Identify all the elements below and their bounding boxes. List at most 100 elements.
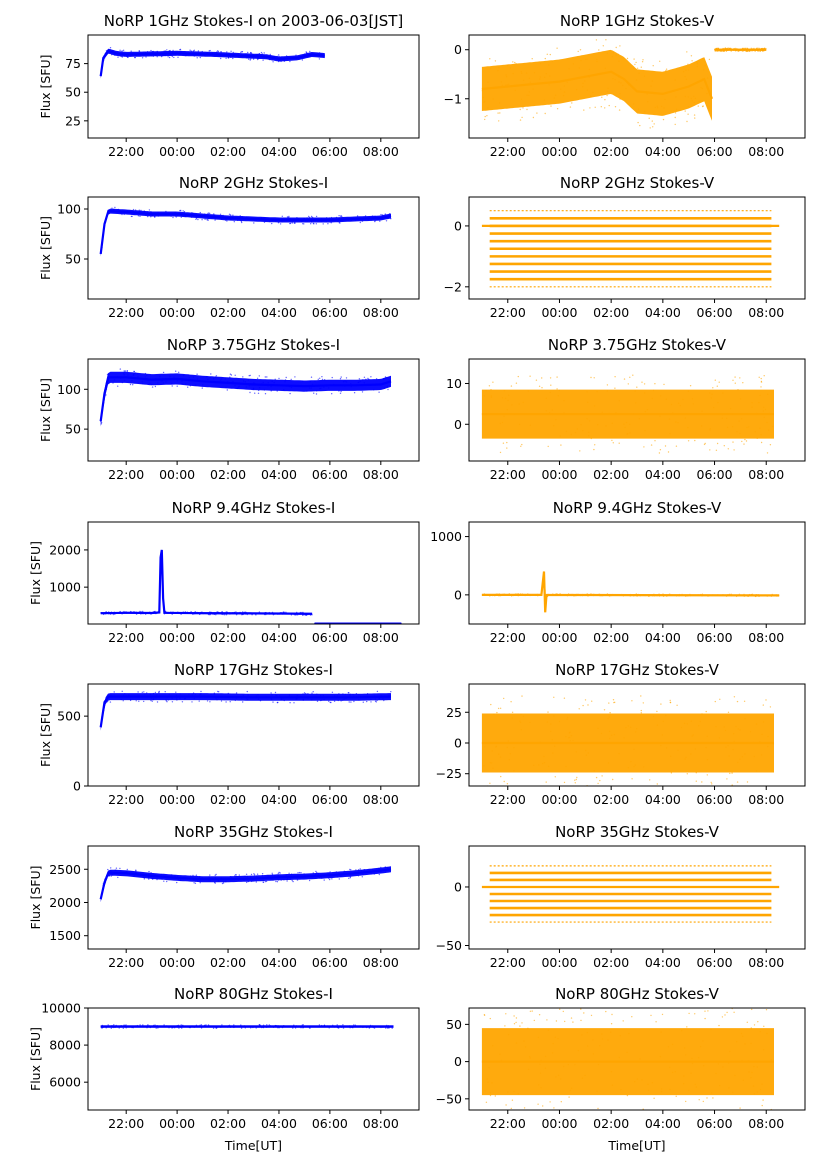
data-point [162,602,165,604]
data-point [707,595,709,597]
data-point [224,614,226,616]
data-point [749,731,752,733]
data-point [570,433,572,436]
panel-8: 22:00 00:00 02:00 04:00 06:00 08:0001000NoRP … [430,499,806,645]
x-tick-label: 06:00 [312,1116,348,1131]
axes-frame [87,196,420,300]
data-point [142,610,144,613]
data-point [739,377,741,379]
data-point [344,380,346,382]
data-point [331,376,333,379]
data-point [305,51,307,53]
x-tick-label: 02:00 [210,1116,246,1131]
data-point [498,593,500,595]
data-point [647,101,649,103]
data-point [214,874,216,876]
y-axis-label: Flux [SFU] [28,1027,43,1091]
chart-title: NoRP 80GHz Stokes-V [555,985,720,1003]
data-point [144,213,147,216]
x-tick-label: 08:00 [363,144,399,159]
data-point [494,1095,496,1097]
data-point [204,1026,206,1028]
data-point [154,385,157,388]
data-point [250,873,253,876]
data-point [380,871,382,873]
data-point [562,94,565,97]
data-point [728,593,730,596]
data-point [627,383,629,385]
data-point [602,595,604,597]
data-point [243,879,245,881]
data-point [304,696,307,699]
data-point [154,216,156,218]
data-point [483,765,485,767]
data-point [668,418,671,420]
y-tick-label: 50 [65,85,81,100]
data-point [650,85,652,87]
x-tick-label: 22:00 [108,305,144,320]
data-point [240,1026,243,1028]
data-point [310,220,313,222]
data-point [237,879,240,881]
data-point [678,595,680,597]
data-point [370,873,372,875]
data-point [724,729,727,732]
data-point [307,693,309,695]
data-point [662,593,664,595]
data-point [732,379,734,381]
data-point [278,871,280,874]
data-point [599,595,601,597]
plot-area [481,1008,774,1110]
data-point [312,691,314,693]
data-point [280,879,282,881]
data-point [595,39,598,41]
x-tick-label: 08:00 [363,955,399,970]
data-point [161,878,163,880]
data-point [323,1024,326,1027]
data-point [529,81,531,83]
data-point [512,61,514,63]
x-tick-label: 08:00 [748,144,784,159]
data-point [386,217,388,219]
data-point [643,594,645,596]
data-point [385,220,388,222]
data-point [770,595,772,597]
data-point [549,391,551,394]
data-point [327,1025,329,1028]
data-point [580,424,582,426]
data-point [373,1027,376,1029]
data-point [374,220,376,223]
data-point [505,74,507,76]
x-tick-label: 08:00 [748,955,784,970]
data-point [649,127,651,129]
data-point [535,379,538,381]
data-point [769,595,771,597]
data-point [729,1050,731,1053]
data-point [731,426,734,428]
data-point [355,869,357,871]
data-point [742,1035,744,1038]
data-point [181,383,183,385]
data-point [265,613,267,616]
data-point [727,711,730,713]
data-point [188,693,190,695]
data-point [243,54,245,56]
data-point [147,1025,150,1027]
data-point [314,873,317,876]
data-point [348,877,350,879]
data-point [148,878,150,880]
series-scatter-0 [483,571,779,608]
data-point [488,385,491,387]
data-point [736,1041,738,1043]
data-point [597,424,599,426]
data-point [322,55,324,57]
x-tick-label: 22:00 [490,630,526,645]
data-point [343,870,345,872]
data-point [587,75,590,78]
data-point [556,47,558,49]
data-point [639,124,641,127]
data-point [683,722,686,725]
data-point [387,867,389,869]
data-point [353,695,355,698]
y-tick-label: 50 [65,252,81,267]
